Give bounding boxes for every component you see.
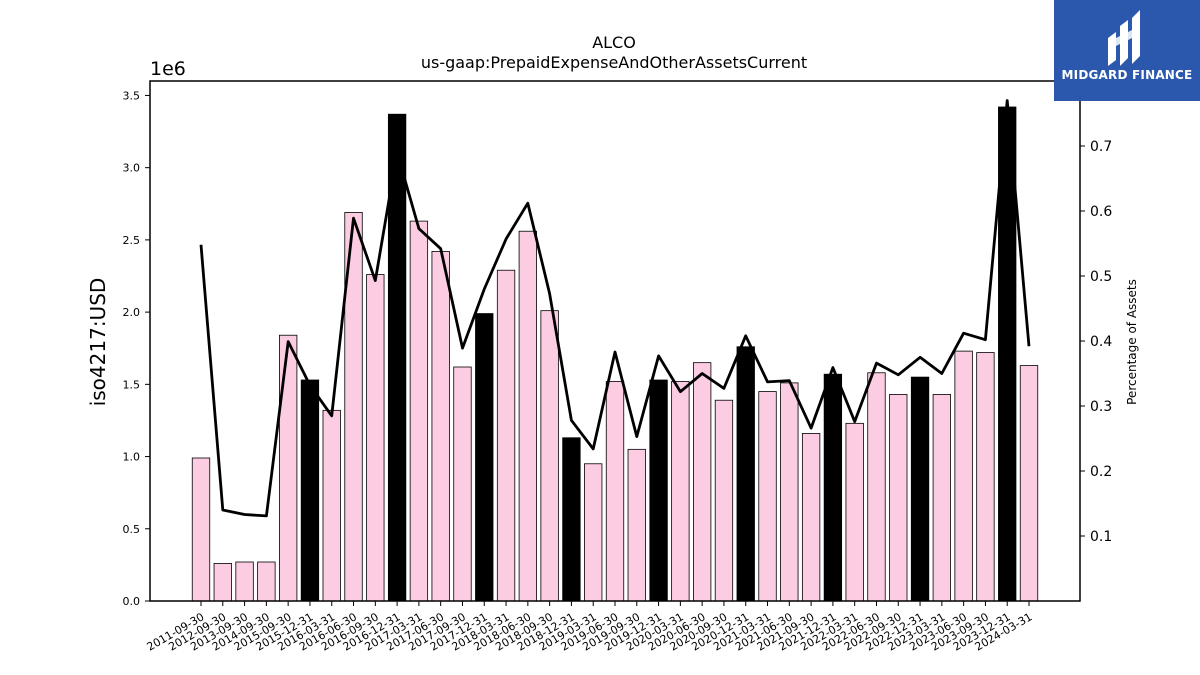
bar-2014-09-30 bbox=[257, 561, 276, 602]
plot-frame bbox=[149, 80, 1081, 602]
bar-2019-12-31 bbox=[649, 379, 668, 602]
bar-2022-12-31 bbox=[910, 376, 930, 602]
y-tick-label: 2.0 bbox=[123, 306, 141, 319]
y-tick-label: 3.5 bbox=[123, 89, 141, 102]
bar-2021-03-31 bbox=[758, 391, 777, 602]
bar-2015-09-30 bbox=[279, 334, 298, 602]
bar-2019-09-30 bbox=[627, 448, 646, 602]
bar-2020-03-31 bbox=[671, 381, 690, 602]
bar-2022-06-30 bbox=[867, 372, 886, 602]
y2-axis-label: Percentage of Assets bbox=[1125, 279, 1139, 405]
y2-tick-label: 0.7 bbox=[1090, 139, 1112, 155]
y2-tick-label: 0.3 bbox=[1090, 399, 1112, 415]
bar-2019-03-31 bbox=[584, 463, 603, 602]
bar-2021-09-30 bbox=[801, 433, 821, 602]
bar-2016-03-31 bbox=[322, 409, 341, 602]
y-tick-label: 1.0 bbox=[123, 451, 141, 464]
bar-2023-09-30 bbox=[976, 352, 995, 602]
bar-2018-12-31 bbox=[562, 437, 581, 602]
bar-2021-12-31 bbox=[823, 373, 843, 602]
bar-2018-03-31 bbox=[496, 269, 516, 602]
bar-2011-09-30 bbox=[191, 457, 211, 602]
midgard-logo-icon bbox=[1108, 10, 1140, 66]
y-tick-label: 2.5 bbox=[123, 234, 141, 247]
bar-2015-12-31 bbox=[300, 379, 320, 602]
bar-2022-03-31 bbox=[845, 422, 864, 602]
bar-2024-03-31 bbox=[1019, 365, 1039, 602]
bar-2018-09-30 bbox=[540, 310, 559, 602]
y2-tick-label: 0.4 bbox=[1090, 334, 1112, 350]
bar-2017-03-31 bbox=[409, 220, 429, 602]
y-tick-label: 3.0 bbox=[123, 162, 141, 175]
bar-2023-03-31 bbox=[932, 394, 951, 602]
logo-text: MIDGARD FINANCE bbox=[1061, 68, 1193, 82]
y-tick-label: 0.0 bbox=[123, 595, 141, 608]
bar-2017-12-31 bbox=[475, 313, 494, 602]
bar-2020-12-31 bbox=[736, 346, 755, 602]
y-axis-label: iso4217:USD bbox=[86, 278, 110, 407]
y2-tick-label: 0.2 bbox=[1090, 464, 1112, 480]
chart-subtitle: us-gaap:PrepaidExpenseAndOtherAssetsCurr… bbox=[421, 53, 807, 72]
bar-2020-06-30 bbox=[693, 362, 712, 602]
y-tick-label: 1.5 bbox=[123, 378, 141, 391]
y2-tick-label: 0.5 bbox=[1090, 269, 1112, 285]
bar-2019-06-30 bbox=[605, 381, 625, 602]
y-tick-label: 0.5 bbox=[123, 523, 141, 536]
bar-2022-09-30 bbox=[889, 394, 908, 602]
bar-2017-09-30 bbox=[453, 366, 472, 602]
bar-2018-06-30 bbox=[518, 230, 537, 602]
midgard-logo: MIDGARD FINANCE bbox=[1054, 0, 1200, 101]
bar-2020-09-30 bbox=[714, 399, 734, 602]
bar-2012-09-30 bbox=[213, 563, 232, 602]
bar-2023-06-30 bbox=[954, 350, 973, 602]
y2-tick-label: 0.6 bbox=[1090, 204, 1112, 220]
bar-2016-09-30 bbox=[366, 274, 385, 602]
y2-tick-label: 0.1 bbox=[1090, 529, 1112, 545]
percentage-line bbox=[199, 99, 1031, 518]
y-offset-text: 1e6 bbox=[150, 58, 186, 80]
bar-2017-06-30 bbox=[431, 251, 450, 602]
bar-2013-09-30 bbox=[235, 561, 254, 602]
bar-2021-06-30 bbox=[780, 382, 799, 602]
chart-title: ALCO bbox=[592, 33, 636, 52]
